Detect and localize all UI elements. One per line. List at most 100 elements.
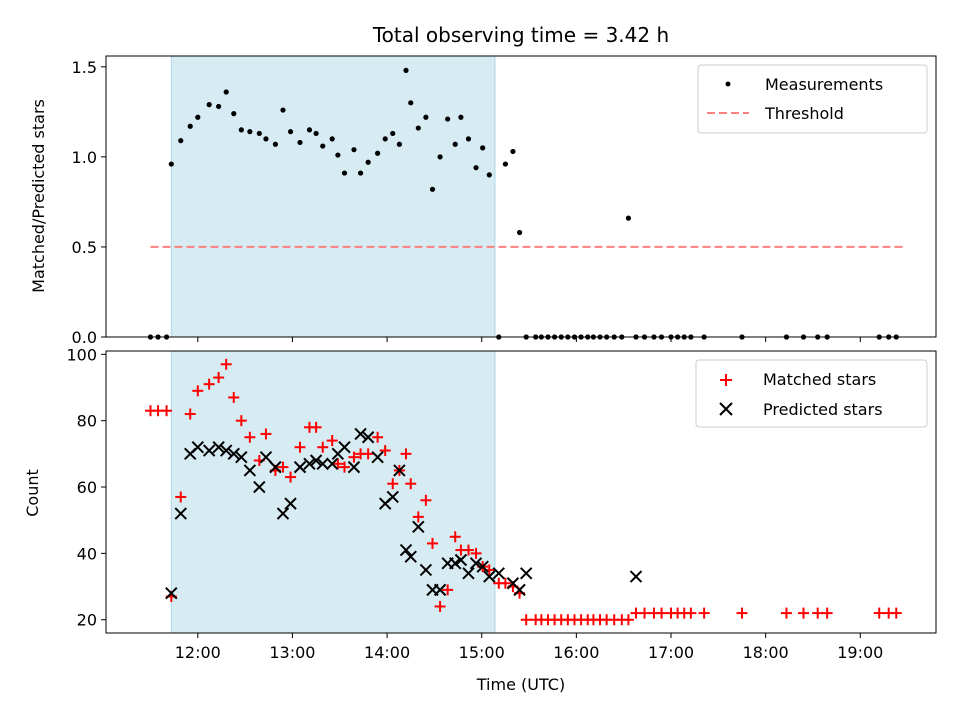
measurement-point [429,186,436,192]
predicted-stars-point [174,507,187,520]
bottom-panel: 20 40 60 80 100 12:00 13:00 14:00 15:00 16:00 17:… [23,345,937,694]
measurement-point [502,161,508,167]
predicted-stars-point [303,457,316,471]
predicted-stars-point [361,431,375,444]
measurement-point [375,150,381,156]
legend-measurements-label: Measurements [765,75,883,94]
matched-stars-point [326,435,338,447]
bottom-x-ticks: 12:00 13:00 14:00 15:00 16:00 17:00 18:00 19:00 [175,633,883,662]
predicted-stars-point [191,441,205,454]
measurement-point [195,114,201,120]
bottom-x-axis-label: Time (UTC) [476,675,565,694]
matched-stars-point [821,607,833,619]
predicted-stars-point [412,520,425,534]
legend-threshold-label: Threshold [764,104,844,123]
y-tick-label: 1.0 [72,148,97,167]
measurement-point [510,148,516,155]
predicted-stars-point [354,427,367,441]
matched-stars-point [622,614,634,626]
matched-stars-point [175,491,187,503]
predicted-stars-point [253,480,266,494]
predicted-stars-point [276,507,290,520]
measurement-point [480,145,486,151]
matched-stars-point [442,584,454,596]
matched-stars-point [338,461,350,473]
measurement-point [178,138,184,144]
y-tick-label: 60 [77,478,97,497]
matched-stars-point [639,607,651,619]
predicted-stars-point [419,563,433,577]
matched-stars-point [890,607,902,619]
y-tick-label: 1.5 [72,58,97,77]
predicted-stars-point [469,557,483,570]
matched-stars-point [310,421,322,433]
matched-stars-point [260,428,272,440]
x-tick-label: 17:00 [648,643,694,662]
top-y-ticks: 0.0 0.5 1.0 1.5 [72,58,106,347]
matched-stars-point [812,607,824,619]
matched-stars-point [228,391,240,403]
predicted-stars-point [393,464,406,477]
predicted-stars-point [519,567,533,580]
predicted-stars-point [269,460,282,474]
matched-stars-point [420,494,432,506]
measurement-point [382,136,388,142]
matched-stars-point [698,607,710,619]
matched-stars-point [203,378,215,390]
measurement-point [313,130,319,137]
matched-stars-point [294,441,306,453]
bottom-legend: Matched stars Predicted stars [695,359,928,428]
matched-stars-point [685,607,697,619]
predicted-stars-point [293,460,307,474]
top-legend: Measurements Threshold [697,64,928,134]
y-tick-label: 80 [77,412,97,431]
measurement-point [306,127,313,133]
y-tick-label: 100 [66,345,97,364]
matched-stars-point [317,441,329,453]
predicted-stars-point [371,450,384,464]
measurement-point [458,114,464,120]
measurement-point [256,130,262,137]
measurement-point [473,165,479,171]
matched-stars-point [244,431,256,443]
top-y-axis-label: Matched/Predicted stars [29,99,48,293]
measurement-point [168,161,174,167]
matched-stars-point [405,478,417,490]
predicted-stars-point [316,457,329,471]
y-tick-label: 40 [77,544,97,563]
bottom-y-axis-label: Count [23,469,42,517]
matched-stars-point [873,607,885,619]
top-legend-box [697,64,928,134]
bottom-highlight-span-layer [170,350,496,634]
matched-stars-point [220,358,232,370]
x-tick-label: 15:00 [459,643,505,662]
measurement-point [452,141,458,147]
matched-stars-point [277,461,289,473]
predicted-stars-point [309,454,323,467]
bottom-highlight-span [170,350,496,634]
matched-stars-point [192,385,204,397]
predicted-stars-point [165,586,178,600]
predicted-stars-point [212,441,225,454]
measurement-point [408,100,414,106]
predicted-stars-point [235,450,248,464]
legend-matched-marker [720,374,732,386]
measurement-point [329,136,335,142]
x-tick-label: 19:00 [837,643,883,662]
measurement-point [437,154,443,160]
measurement-point [423,114,429,120]
matched-stars-point [780,607,792,619]
predicted-stars-point [629,570,643,583]
measurement-point [357,170,364,176]
predicted-stars-point [399,543,413,557]
measurement-point [351,147,357,153]
top-axes-frame [105,55,937,338]
measurement-point [247,129,253,135]
measurement-point [280,107,286,113]
predicted-stars-point [513,583,526,597]
measurement-point [216,103,222,110]
matched-stars-point [362,448,374,460]
matched-stars-point [184,408,196,420]
measurement-point [320,143,326,149]
